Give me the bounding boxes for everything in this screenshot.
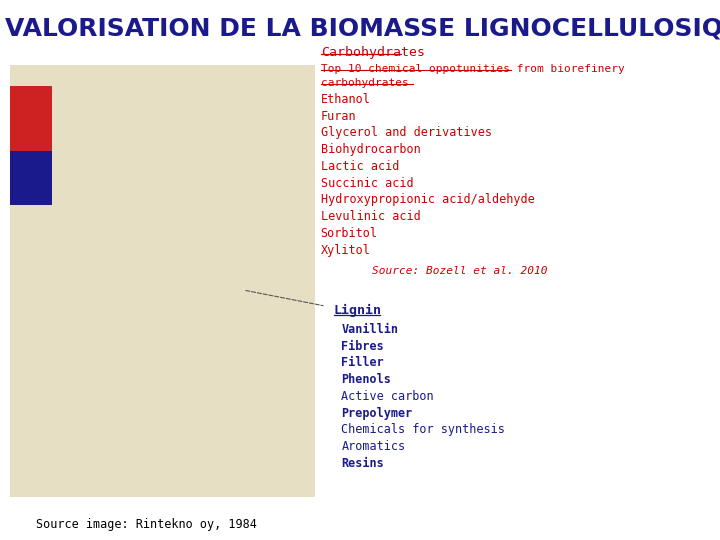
Text: Lactic acid: Lactic acid (320, 160, 399, 173)
Text: Top 10 chemical oppotunities from biorefinery: Top 10 chemical oppotunities from bioref… (320, 64, 624, 74)
Text: Resins: Resins (341, 457, 384, 470)
Text: Phenols: Phenols (341, 373, 391, 386)
Text: Fibres: Fibres (341, 340, 384, 353)
Text: Source: Bozell et al. 2010: Source: Bozell et al. 2010 (372, 266, 548, 276)
Text: Aromatics: Aromatics (341, 440, 405, 453)
Text: Sorbitol: Sorbitol (320, 227, 378, 240)
Text: carbohydrates: carbohydrates (320, 78, 408, 88)
Text: Active carbon: Active carbon (341, 390, 434, 403)
Text: Source image: Rintekno oy, 1984: Source image: Rintekno oy, 1984 (36, 518, 257, 531)
Bar (10, 151, 52, 205)
Text: Filler: Filler (341, 356, 384, 369)
Text: Carbohydrates: Carbohydrates (320, 46, 425, 59)
Text: Biohydrocarbon: Biohydrocarbon (320, 143, 420, 156)
Text: Xylitol: Xylitol (320, 244, 371, 256)
Text: Succinic acid: Succinic acid (320, 177, 413, 190)
Text: VALORISATION DE LA BIOMASSE LIGNOCELLULOSIQUE: VALORISATION DE LA BIOMASSE LIGNOCELLULO… (5, 16, 720, 40)
Text: Prepolymer: Prepolymer (341, 407, 413, 420)
Text: Ethanol: Ethanol (320, 93, 371, 106)
Text: Lignin: Lignin (333, 303, 382, 316)
Bar (10, 86, 52, 151)
Text: Furan: Furan (320, 110, 356, 123)
Text: Chemicals for synthesis: Chemicals for synthesis (341, 423, 505, 436)
Text: Hydroxypropionic acid/aldehyde: Hydroxypropionic acid/aldehyde (320, 193, 534, 206)
Text: Vanillin: Vanillin (341, 323, 398, 336)
Text: Glycerol and derivatives: Glycerol and derivatives (320, 126, 492, 139)
Text: Levulinic acid: Levulinic acid (320, 210, 420, 223)
